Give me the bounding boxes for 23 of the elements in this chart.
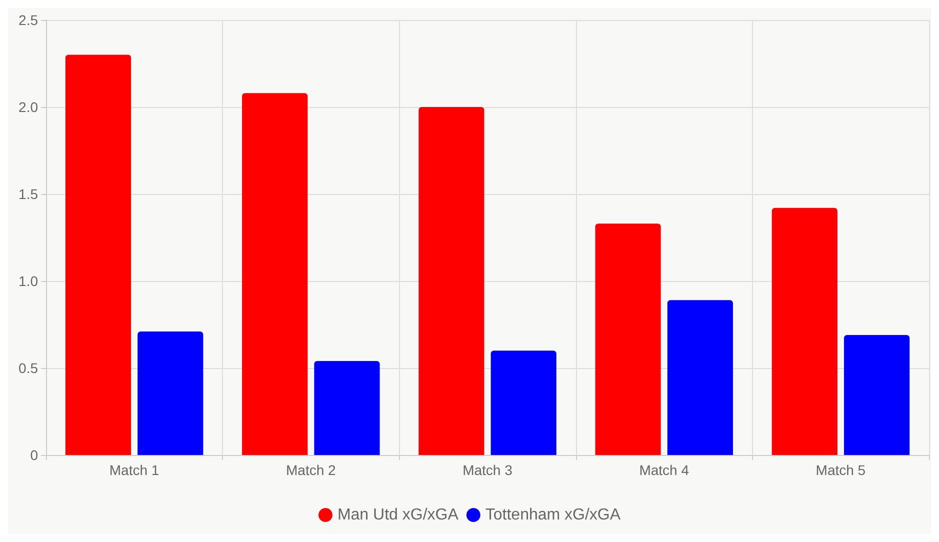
y-tick-label: 0: [30, 447, 38, 463]
x-tick-label: Match 5: [816, 462, 866, 478]
x-tick-label: Match 4: [639, 462, 690, 478]
legend-label: Man Utd xG/xGA: [337, 506, 459, 524]
bar: [667, 300, 733, 455]
bar: [595, 224, 661, 455]
bar: [314, 361, 380, 455]
bar: [138, 331, 204, 455]
x-tick-label: Match 2: [286, 462, 336, 478]
x-tick-label: Match 3: [462, 462, 513, 478]
bar: [418, 107, 484, 455]
bar: [242, 93, 308, 455]
bar: [844, 334, 910, 455]
bar: [65, 54, 132, 455]
y-tick-label: 0.5: [18, 360, 38, 376]
y-tick-label: 1.0: [18, 273, 38, 289]
legend-label: Tottenham xG/xGA: [485, 506, 621, 524]
bar: [490, 350, 556, 455]
y-tick-label: 2.0: [18, 99, 38, 115]
bar: [772, 208, 838, 455]
y-tick-label: 1.5: [18, 186, 38, 202]
x-tick-label: Match 1: [109, 462, 160, 478]
y-tick-label: 2.5: [18, 12, 38, 28]
